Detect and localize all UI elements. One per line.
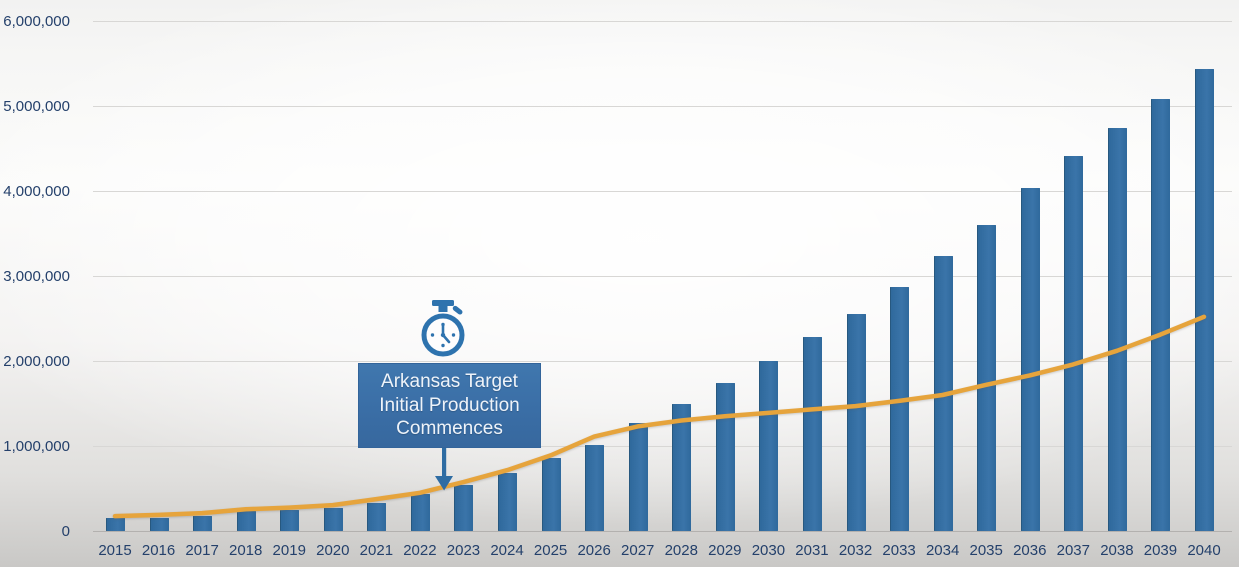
- x-tick-2038: 2038: [1100, 542, 1134, 559]
- bar-2020: [323, 507, 343, 531]
- y-tick-label: 4,000,000: [3, 182, 70, 200]
- x-tick-2040: 2040: [1187, 542, 1221, 559]
- bar-2029: [715, 383, 735, 531]
- bar-2015: [106, 518, 125, 531]
- annotation-line-2: Initial Production: [379, 394, 520, 416]
- bar-2038: [1107, 128, 1127, 531]
- bar-2031: [802, 337, 822, 531]
- x-tick-2037: 2037: [1056, 542, 1090, 559]
- x-tick-2018: 2018: [228, 542, 263, 559]
- gridline: [93, 21, 1232, 22]
- gridline: [93, 446, 1232, 447]
- x-tick-2015: 2015: [98, 542, 132, 559]
- x-tick-2023: 2023: [446, 542, 481, 559]
- x-tick-2029: 2029: [708, 542, 742, 559]
- trend-line: [112, 314, 1207, 519]
- y-tick-label: 5,000,000: [3, 97, 70, 115]
- bar-2040: [1195, 69, 1214, 531]
- x-tick-2022: 2022: [403, 542, 437, 559]
- bar-2035: [977, 225, 997, 531]
- bar-2034: [933, 256, 953, 531]
- bar-2039: [1151, 99, 1171, 531]
- x-tick-2034: 2034: [925, 542, 960, 559]
- annotation-line-1: Arkansas Target: [381, 371, 518, 393]
- annotation-callout: Arkansas Target Initial Production Comme…: [358, 363, 541, 448]
- gridline: [93, 191, 1232, 192]
- bar-2022: [410, 494, 430, 531]
- y-tick-label: 0: [61, 522, 70, 540]
- stopwatch-icon: [421, 300, 465, 357]
- x-tick-2027: 2027: [621, 542, 655, 559]
- x-tick-2017: 2017: [185, 542, 219, 559]
- y-tick-label: 1,000,000: [3, 437, 70, 455]
- bar-2036: [1020, 188, 1040, 531]
- x-tick-2035: 2035: [969, 542, 1003, 559]
- bar-2023: [454, 485, 474, 531]
- x-axis-line: [93, 531, 1232, 532]
- x-tick-2024: 2024: [490, 542, 524, 559]
- x-tick-2025: 2025: [533, 542, 568, 559]
- bar-2017: [193, 515, 213, 531]
- x-tick-2039: 2039: [1143, 542, 1178, 559]
- x-tick-2026: 2026: [577, 542, 611, 559]
- annotation-line-3: Commences: [396, 418, 503, 440]
- bar-2016: [149, 517, 169, 531]
- bar-2026: [585, 445, 605, 531]
- bar-2025: [541, 457, 561, 531]
- bar-2019: [280, 510, 300, 531]
- gridline: [93, 361, 1232, 362]
- gridline: [93, 276, 1232, 277]
- x-tick-2033: 2033: [882, 542, 916, 559]
- y-tick-label: 2,000,000: [3, 352, 70, 370]
- x-tick-2020: 2020: [316, 542, 350, 559]
- y-tick-label: 3,000,000: [3, 267, 70, 285]
- x-tick-2028: 2028: [664, 542, 698, 559]
- bar-2030: [759, 361, 779, 531]
- bar-2024: [498, 473, 518, 531]
- y-tick-label: 6,000,000: [3, 12, 70, 30]
- down-arrow-icon: [435, 448, 453, 491]
- gridline: [93, 106, 1232, 107]
- bar-2027: [628, 422, 648, 531]
- x-tick-2021: 2021: [359, 542, 394, 559]
- bar-2021: [367, 503, 387, 531]
- bar-2037: [1064, 156, 1084, 531]
- bar-2033: [890, 287, 910, 531]
- x-tick-2031: 2031: [795, 542, 829, 559]
- bar-2028: [672, 404, 692, 531]
- x-tick-2036: 2036: [1013, 542, 1047, 559]
- x-tick-2032: 2032: [838, 542, 873, 559]
- bar-2018: [236, 511, 256, 531]
- x-tick-2030: 2030: [751, 542, 786, 559]
- bar-2032: [846, 314, 866, 531]
- x-tick-2019: 2019: [272, 542, 306, 559]
- x-tick-2016: 2016: [141, 542, 176, 559]
